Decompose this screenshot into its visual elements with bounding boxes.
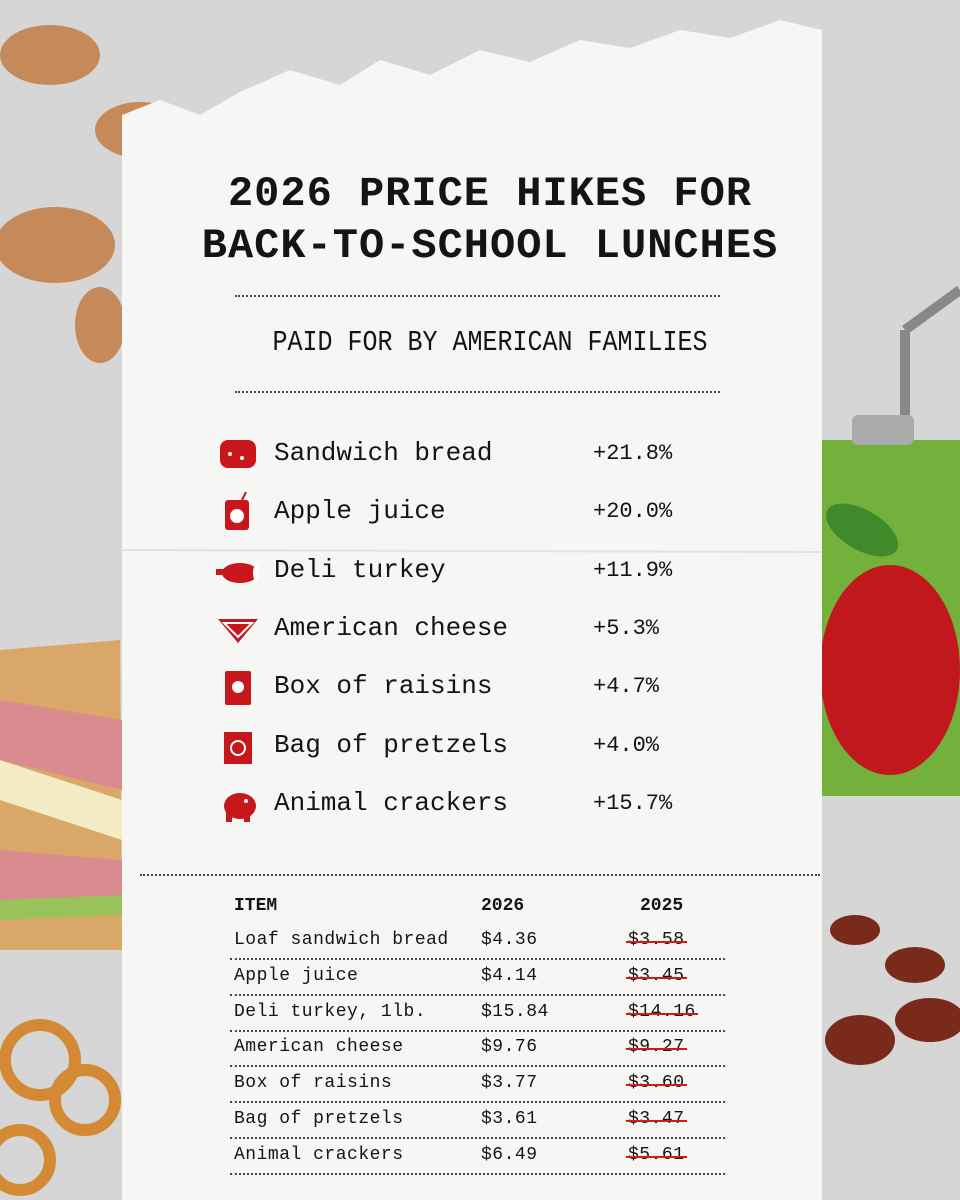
hike-label: Apple juice	[274, 496, 446, 527]
price-2026: $9.76	[481, 1037, 538, 1058]
item-name: Loaf sandwich bread	[234, 930, 449, 950]
strikethrough	[626, 976, 687, 979]
divider	[235, 295, 720, 297]
price-2025: $3.45	[628, 965, 685, 986]
item-icon	[216, 609, 260, 649]
divider	[140, 874, 820, 876]
item-icon	[216, 434, 260, 474]
title-line: 2026 PRICE HIKES FOR	[227, 170, 753, 218]
item-icon	[216, 726, 260, 766]
divider	[235, 391, 720, 393]
item-icon	[216, 491, 260, 532]
sandwich-deco	[0, 640, 122, 950]
hike-change: +21.8%	[593, 441, 673, 466]
hike-change: +5.3%	[593, 615, 660, 641]
row-divider	[230, 1172, 725, 1175]
hike-label: Sandwich bread	[274, 438, 493, 468]
hike-label: Animal crackers	[274, 787, 509, 818]
strikethrough	[626, 1012, 698, 1015]
row-divider	[230, 1065, 725, 1068]
hike-change: +11.9%	[593, 557, 673, 583]
hike-label: Box of raisins	[274, 671, 493, 702]
price-2026: $4.36	[481, 930, 538, 950]
hike-change: +20.0%	[593, 499, 673, 525]
price-2025: $3.47	[628, 1109, 685, 1129]
hike-label: Bag of pretzels	[274, 729, 509, 760]
item-name: Apple juice	[234, 965, 359, 986]
price-2026: $6.49	[481, 1144, 538, 1165]
price-2025: $3.60	[628, 1073, 685, 1094]
hike-label: American cheese	[274, 612, 509, 643]
title-line: BACK-TO-SCHOOL LUNCHES	[201, 222, 779, 270]
row-divider	[230, 1029, 725, 1032]
item-name: Box of raisins	[234, 1073, 393, 1094]
hike-label: Deli turkey	[274, 554, 446, 585]
item-name: Deli turkey, 1lb.	[234, 1001, 427, 1022]
price-2026: $3.61	[481, 1109, 538, 1129]
price-2025: $14.16	[628, 1001, 696, 1022]
price-2025: $3.58	[628, 930, 685, 950]
price-2025: $5.61	[628, 1144, 685, 1165]
raisins-deco	[825, 915, 960, 1065]
row-divider	[230, 958, 725, 960]
price-2026: $15.84	[481, 1001, 549, 1022]
row-divider	[230, 1101, 725, 1104]
item-name: American cheese	[234, 1037, 404, 1058]
row-divider	[230, 1137, 725, 1139]
item-name: Animal crackers	[234, 1144, 404, 1165]
item-icon	[216, 667, 260, 707]
table-header: 2026	[481, 896, 525, 916]
juice-box-deco	[820, 285, 960, 796]
strikethrough	[626, 941, 687, 943]
item-icon	[216, 784, 260, 824]
price-2026: $4.14	[481, 965, 538, 986]
row-divider	[230, 993, 725, 996]
receipt-paper	[122, 20, 822, 1200]
item-name: Bag of pretzels	[234, 1109, 404, 1129]
item-icon	[216, 551, 260, 591]
hike-change: +4.0%	[593, 732, 660, 758]
strikethrough	[626, 1120, 687, 1122]
strikethrough	[626, 1048, 687, 1051]
hike-change: +4.7%	[593, 674, 660, 700]
hike-change: +15.7%	[593, 790, 673, 816]
pretzels-deco	[0, 1019, 121, 1196]
strikethrough	[626, 1084, 687, 1087]
table-header: ITEM	[234, 896, 278, 916]
price-2026: $3.77	[481, 1073, 538, 1094]
price-2025: $9.27	[628, 1037, 685, 1058]
strikethrough	[626, 1155, 687, 1158]
table-header: 2025	[640, 896, 684, 916]
subtitle: PAID FOR BY AMERICAN FAMILIES	[272, 325, 708, 360]
